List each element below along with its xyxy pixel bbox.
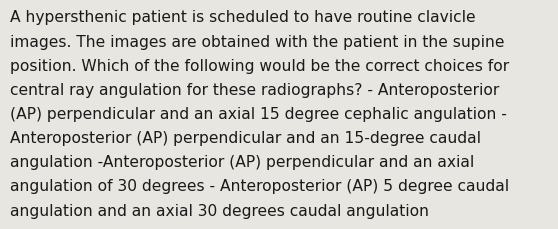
Text: central ray angulation for these radiographs? - Anteroposterior: central ray angulation for these radiogr…: [10, 82, 499, 97]
Text: Anteroposterior (AP) perpendicular and an 15-degree caudal: Anteroposterior (AP) perpendicular and a…: [10, 131, 481, 145]
Text: angulation -Anteroposterior (AP) perpendicular and an axial: angulation -Anteroposterior (AP) perpend…: [10, 155, 474, 169]
Text: (AP) perpendicular and an axial 15 degree cephalic angulation -: (AP) perpendicular and an axial 15 degre…: [10, 106, 507, 121]
Text: position. Which of the following would be the correct choices for: position. Which of the following would b…: [10, 58, 509, 73]
Text: images. The images are obtained with the patient in the supine: images. The images are obtained with the…: [10, 34, 504, 49]
Text: A hypersthenic patient is scheduled to have routine clavicle: A hypersthenic patient is scheduled to h…: [10, 10, 475, 25]
Text: angulation and an axial 30 degrees caudal angulation: angulation and an axial 30 degrees cauda…: [10, 203, 429, 218]
Text: angulation of 30 degrees - Anteroposterior (AP) 5 degree caudal: angulation of 30 degrees - Anteroposteri…: [10, 179, 509, 194]
